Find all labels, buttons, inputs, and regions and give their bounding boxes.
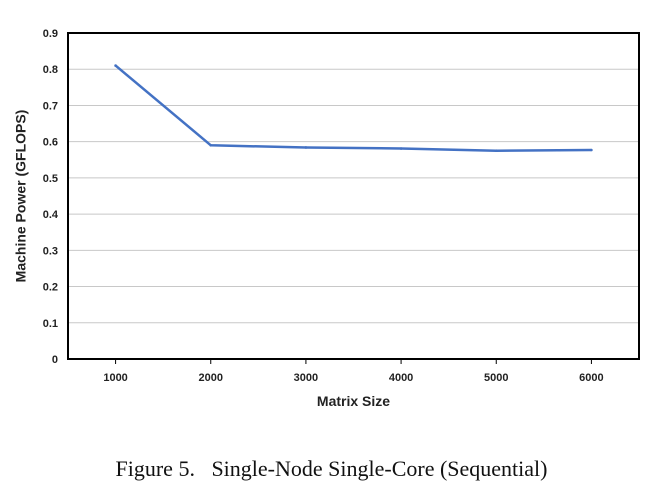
x-axis-ticks: 1000 2000 3000 4000 5000 6000: [103, 359, 604, 384]
figure-caption: Figure 5. Single-Node Single-Core (Seque…: [115, 456, 548, 481]
x-tick-label: 1000: [103, 372, 127, 384]
y-tick-label: 0.1: [43, 318, 58, 330]
y-tick-label: 0.9: [43, 28, 58, 40]
series-group: [114, 64, 593, 153]
y-tick-label: 0.3: [43, 245, 58, 257]
y-tick-label: 0: [52, 354, 58, 366]
data-point: [209, 143, 213, 147]
x-tick-label: 6000: [579, 372, 603, 384]
x-tick-label: 3000: [294, 372, 318, 384]
x-tick-label: 5000: [484, 372, 508, 384]
series-line: [114, 64, 592, 152]
y-tick-label: 0.2: [43, 282, 58, 294]
y-axis-ticks: 0 0.1 0.2 0.3 0.4 0.5 0.6 0.7 0.8 0.9: [43, 28, 59, 366]
y-tick-label: 0.5: [43, 173, 58, 185]
data-point: [494, 149, 498, 153]
y-tick-label: 0.7: [43, 100, 58, 112]
plot-area-frame: [67, 32, 640, 360]
y-tick-label: 0.6: [43, 137, 58, 149]
y-tick-label: 0.8: [43, 64, 58, 76]
data-point: [304, 146, 308, 149]
line-chart: 0 0.1 0.2 0.3 0.4 0.5 0.6 0.7 0.8 0.9 1000 2000 300…: [13, 28, 640, 409]
data-point: [399, 147, 403, 150]
data-point: [114, 64, 117, 67]
data-point: [590, 148, 593, 152]
y-axis-title: Machine Power (GFLOPS): [13, 110, 29, 283]
x-tick-label: 2000: [199, 372, 223, 384]
x-tick-label: 4000: [389, 372, 413, 384]
gridlines: [68, 68, 639, 324]
y-tick-label: 0.4: [43, 209, 59, 221]
x-axis-title: Matrix Size: [317, 393, 390, 409]
